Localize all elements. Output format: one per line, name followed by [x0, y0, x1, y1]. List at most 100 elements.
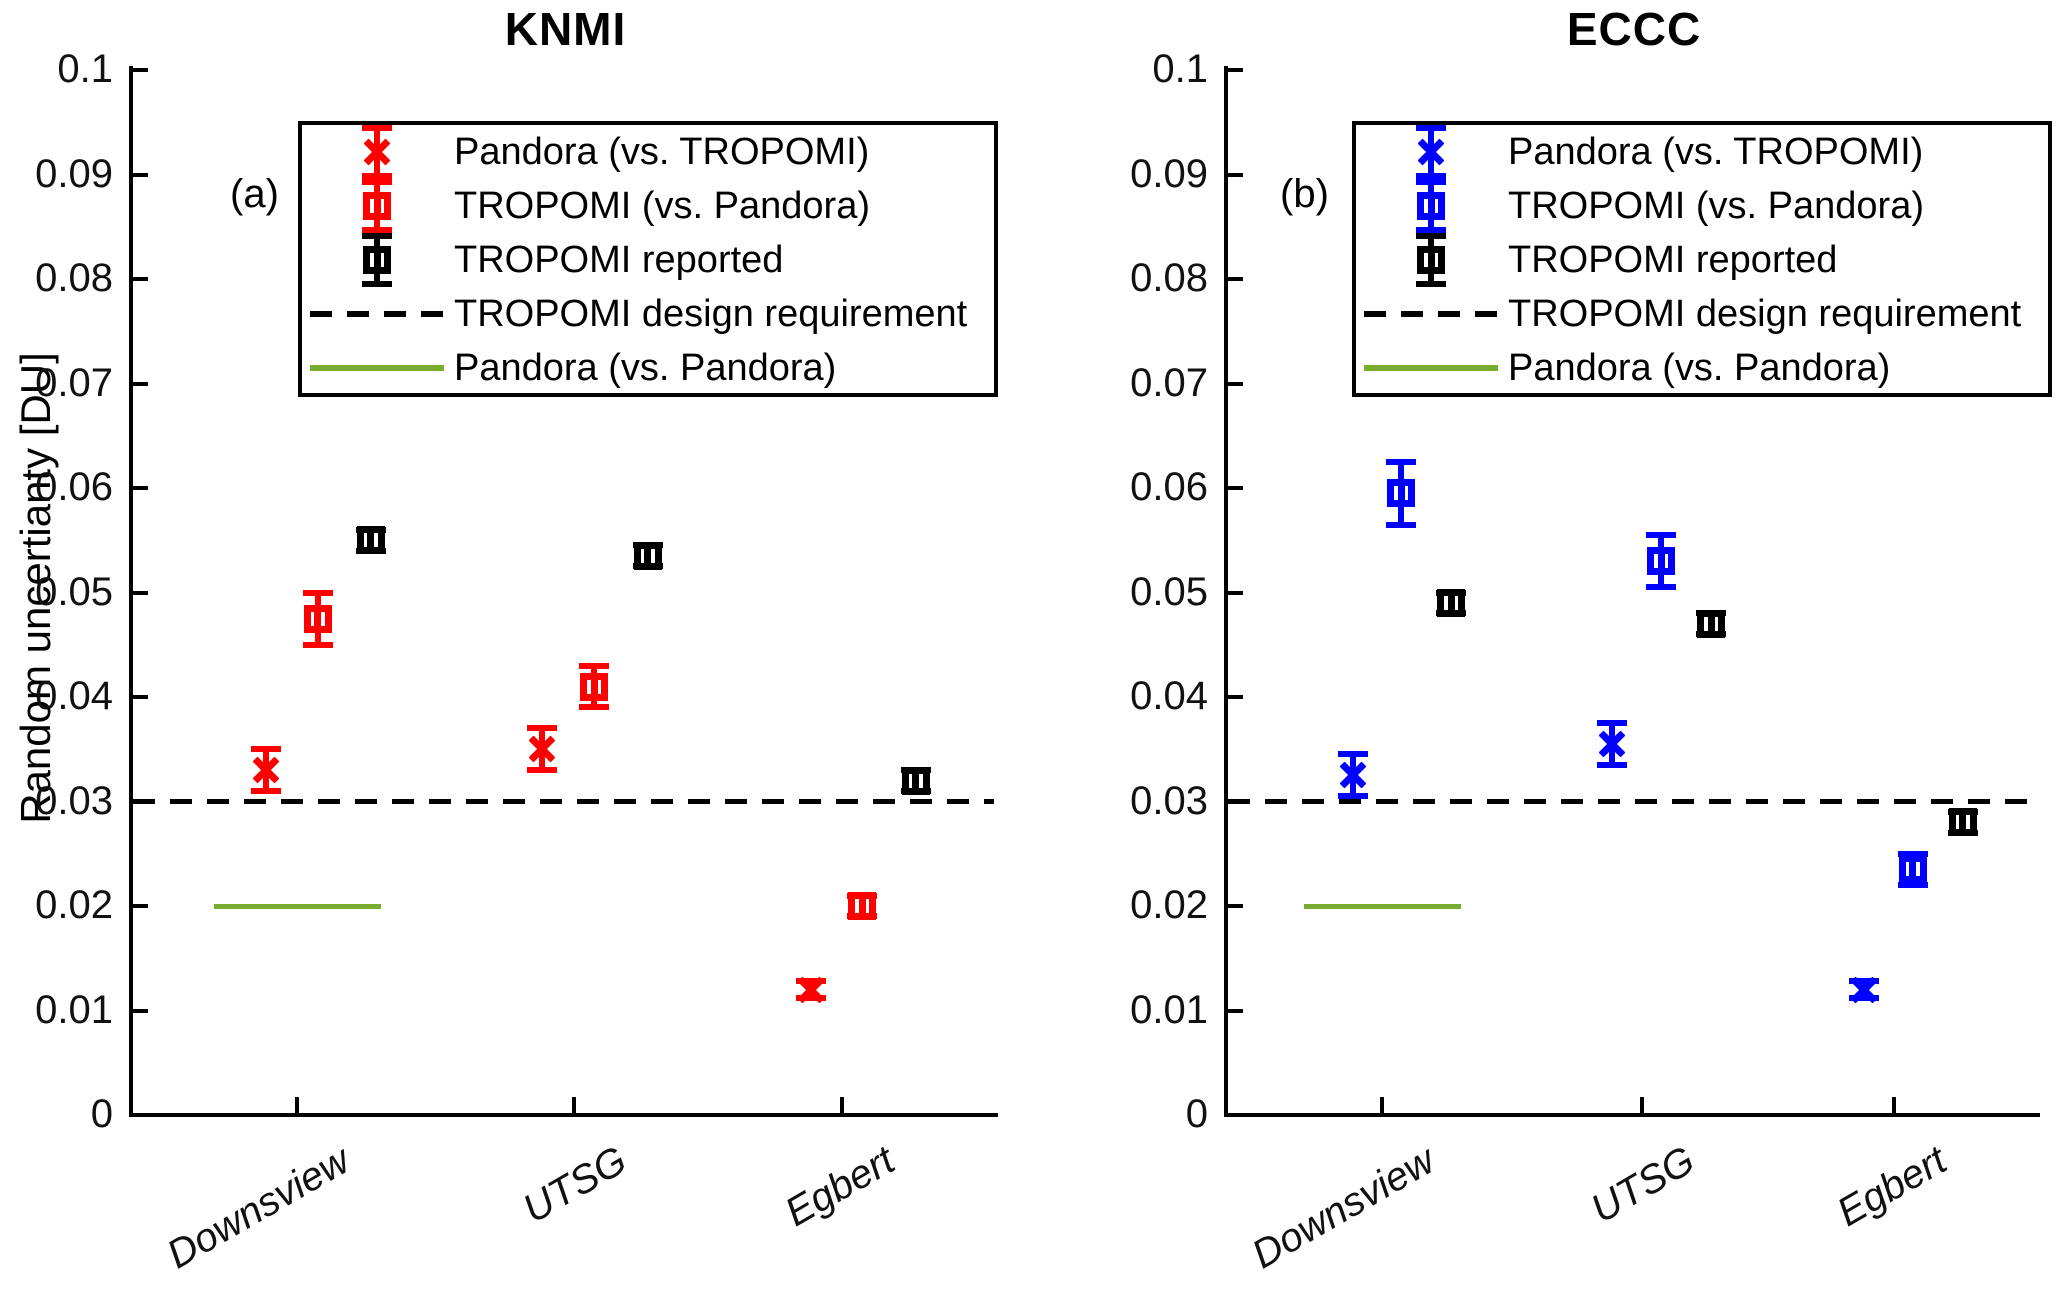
x-marker: [361, 136, 393, 168]
errorbar-cap: [362, 227, 392, 233]
errorbar-cap: [1337, 793, 1368, 800]
y-axis-tick: [1228, 1008, 1243, 1013]
panel-a-legend: Pandora (vs. TROPOMI) TROPOMI (vs. Pando…: [298, 121, 998, 397]
y-axis-tick: [133, 695, 148, 699]
square-marker-centerline: [1959, 815, 1967, 830]
y-axis-tick: [133, 904, 148, 908]
black-square-marker-errorbar-icon: [302, 233, 452, 287]
square-marker-centerline: [1657, 554, 1665, 569]
errorbar-cap: [250, 746, 281, 753]
y-axis-tick: [133, 1113, 148, 1117]
y-tick-label: 0.02: [35, 883, 113, 927]
solid-line-sample: [310, 365, 444, 371]
y-axis-tick: [1228, 904, 1243, 908]
y-tick-label: 0.01: [35, 987, 113, 1032]
legend-label: TROPOMI reported: [1508, 238, 1838, 281]
errorbar-cap: [527, 725, 558, 732]
y-axis-tick: [133, 172, 148, 177]
panel-b-title: ECCC: [1566, 3, 1702, 55]
errorbar-cap: [1416, 281, 1446, 287]
y-tick-label: 0: [1185, 1092, 1208, 1136]
errorbar-cap: [1416, 233, 1446, 239]
legend-label: TROPOMI (vs. Pandora): [1508, 184, 1924, 227]
legend-row: TROPOMI (vs. Pandora): [1356, 179, 2048, 233]
y-tick-label: 0.09: [1130, 151, 1208, 196]
square-marker: [303, 604, 332, 633]
square-marker-centerline: [1707, 616, 1715, 631]
y-tick-label: 0.03: [1130, 778, 1208, 823]
dashed-line-sample: [1364, 311, 1498, 317]
square-marker: [363, 192, 391, 220]
legend-row: TROPOMI design requirement: [1356, 287, 2048, 341]
y-axis-tick: [133, 381, 148, 386]
errorbar-cap: [1849, 978, 1880, 985]
y-tick-label: 0.06: [1130, 465, 1208, 509]
errorbar-cap: [1597, 720, 1628, 727]
solid-line-sample: [1364, 365, 1498, 371]
y-tick-label: 0.05: [35, 569, 113, 614]
y-axis-tick: [1228, 381, 1243, 386]
errorbar-cap: [1646, 584, 1677, 591]
panel-b-label: (b): [1280, 172, 1329, 216]
legend-row: TROPOMI reported: [302, 233, 994, 287]
errorbar-cap: [1416, 179, 1446, 185]
square-marker-centerline: [858, 899, 866, 913]
dashed-line-icon: [1356, 287, 1506, 341]
legend-row: Pandora (vs. TROPOMI): [302, 125, 994, 179]
errorbar-cap: [1646, 532, 1677, 539]
y-tick-label: 0.05: [1130, 569, 1208, 614]
y-tick-label: 0.01: [1130, 987, 1208, 1032]
square-marker-centerline: [314, 611, 322, 626]
x-marker-errorbar-icon: [1356, 125, 1506, 179]
y-axis-tick: [1228, 486, 1243, 490]
y-axis-tick: [1228, 68, 1243, 72]
y-axis-tick: [133, 590, 148, 595]
y-tick-label: 0.09: [35, 151, 113, 196]
errorbar-cap: [1416, 125, 1446, 131]
y-tick-label: 0.1: [1152, 47, 1208, 91]
green-line-icon: [1356, 341, 1506, 395]
errorbar-cap: [1386, 521, 1417, 528]
y-axis-tick: [1228, 590, 1243, 595]
square-marker-centerline: [1447, 595, 1455, 610]
errorbar-cap: [1849, 994, 1880, 1001]
square-marker-centerline: [590, 679, 598, 694]
x-tick-label: Egbert: [1829, 1138, 1954, 1236]
errorbar-cap: [362, 125, 392, 131]
square-marker: [1417, 192, 1445, 220]
errorbar-cap: [527, 767, 558, 774]
square-marker: [580, 672, 609, 701]
x-axis-tick: [572, 1097, 577, 1113]
square-marker-centerline: [1397, 486, 1405, 501]
x-marker: [1848, 974, 1880, 1006]
y-axis-tick: [133, 1008, 148, 1013]
errorbar-cap: [362, 233, 392, 239]
dashed-line-sample: [310, 311, 444, 317]
y-axis-tick: [133, 277, 148, 281]
y-tick-label: 0.08: [35, 256, 113, 300]
errorbar-cap: [1897, 850, 1928, 857]
errorbar-cap: [362, 173, 392, 179]
errorbar-cap: [795, 978, 826, 985]
y-axis-tick: [1228, 695, 1243, 699]
x-axis-tick: [1380, 1097, 1385, 1113]
panel-a-title: KNMI: [504, 3, 627, 55]
x-axis-tick: [1640, 1097, 1645, 1113]
y-axis-spine: [1224, 66, 1228, 1117]
errorbar-cap: [579, 704, 610, 711]
y-tick-label: 0.04: [35, 674, 113, 718]
y-axis-tick: [1228, 277, 1243, 281]
legend-label: TROPOMI design requirement: [1508, 292, 2022, 335]
errorbar-cap: [1416, 227, 1446, 233]
y-tick-label: 0: [90, 1092, 113, 1136]
x-axis-tick: [840, 1097, 845, 1113]
square-marker-centerline: [367, 533, 375, 548]
square-marker-centerline: [644, 548, 652, 563]
legend-row: TROPOMI (vs. Pandora): [302, 179, 994, 233]
x-marker-errorbar-icon: [302, 125, 452, 179]
green-line-icon: [302, 341, 452, 395]
y-axis-tick: [1228, 172, 1243, 177]
y-tick-label: 0.1: [57, 47, 113, 91]
